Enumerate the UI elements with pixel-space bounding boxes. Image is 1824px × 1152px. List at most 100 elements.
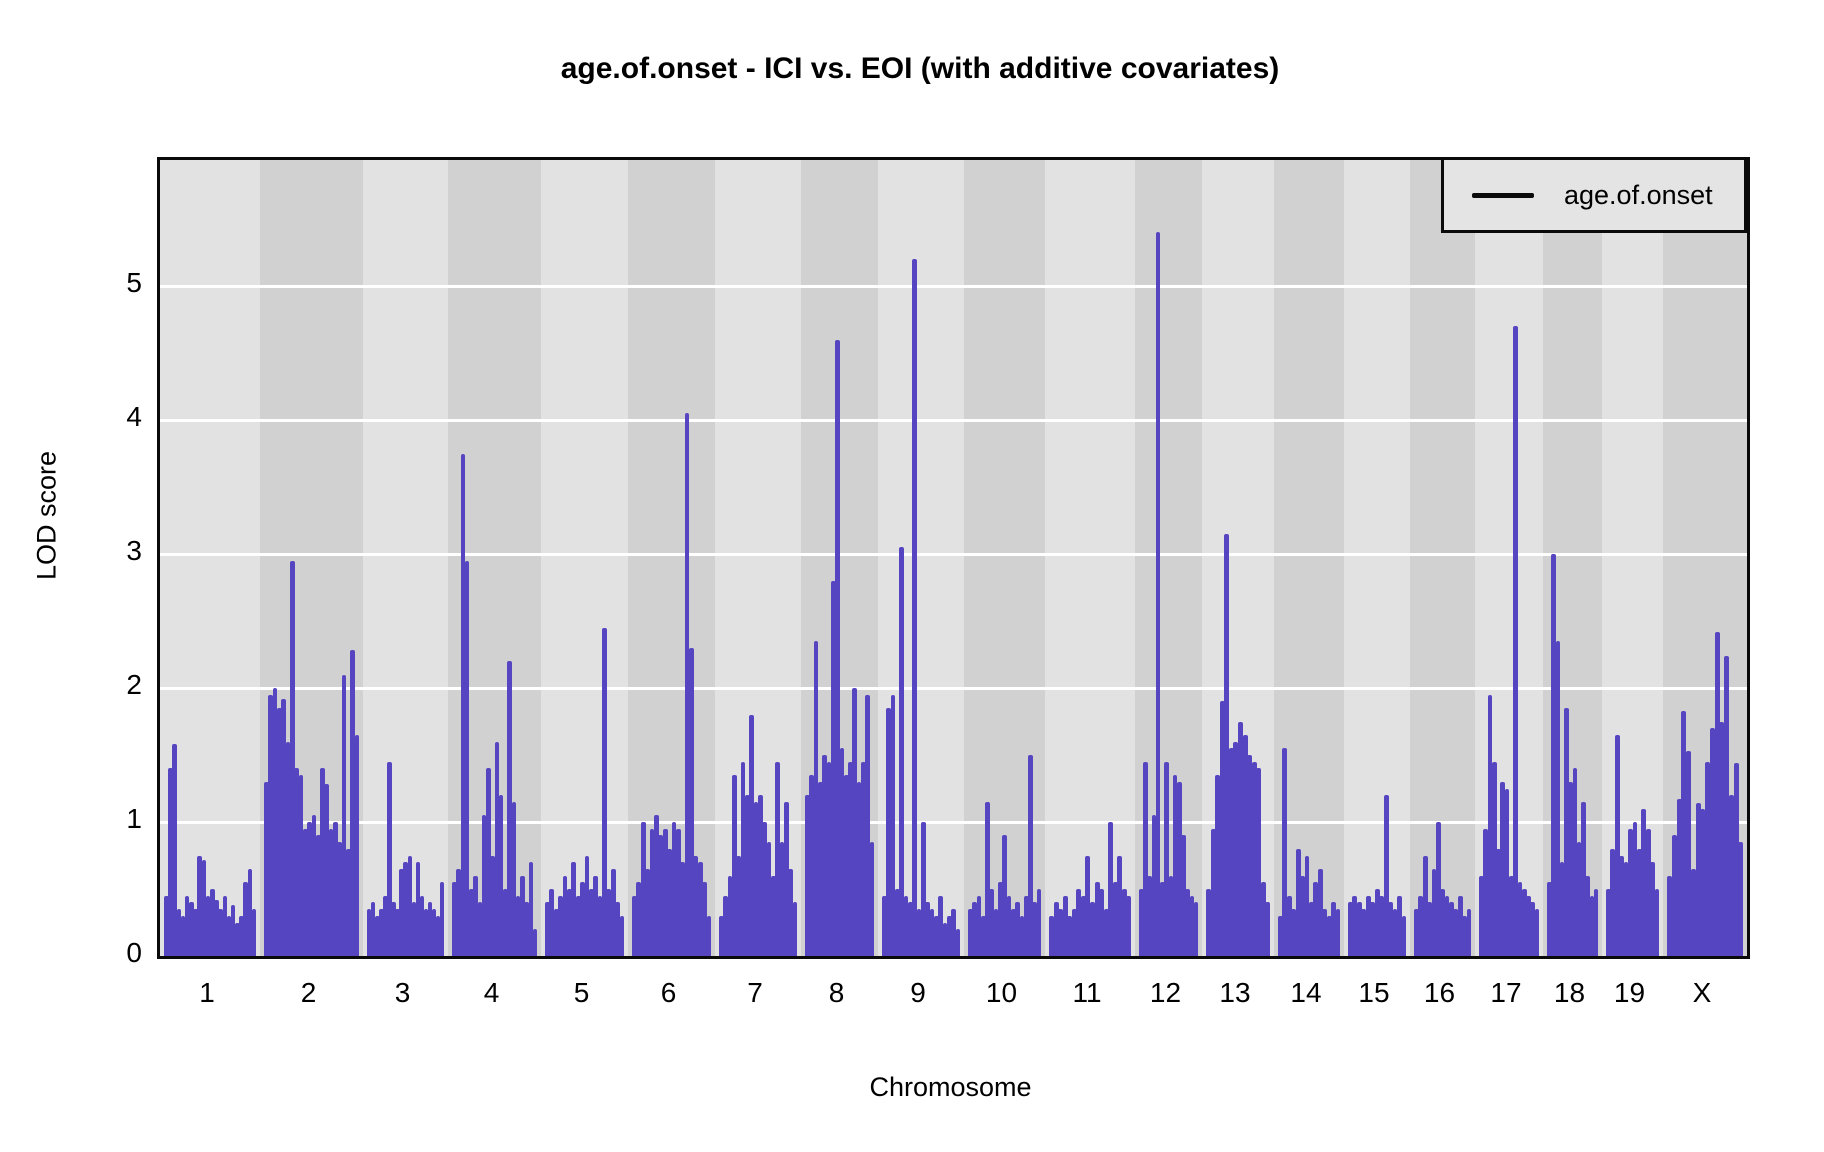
lod-bar bbox=[1112, 882, 1118, 956]
x-tick-label-11: 11 bbox=[1072, 977, 1102, 1008]
lod-bar bbox=[998, 882, 1003, 956]
lod-bar bbox=[588, 889, 594, 956]
lod-bar bbox=[925, 902, 931, 956]
lod-bar bbox=[1015, 902, 1020, 956]
lod-bar bbox=[1418, 895, 1424, 956]
lod-bar bbox=[1504, 788, 1510, 956]
lod-bar bbox=[1690, 868, 1696, 956]
lod-bar bbox=[419, 895, 425, 956]
lod-bar bbox=[337, 842, 343, 956]
lod-bar bbox=[745, 795, 750, 956]
lod-bar bbox=[315, 835, 321, 956]
y-tick-label-1: 1 bbox=[126, 803, 142, 834]
lod-bar bbox=[702, 882, 707, 956]
lod-bar bbox=[929, 909, 935, 956]
plot-area: age.of.onset bbox=[157, 157, 1750, 959]
lod-bar bbox=[1185, 889, 1190, 956]
x-tick-label-14: 14 bbox=[1290, 977, 1322, 1008]
lod-bar bbox=[1062, 895, 1068, 956]
gridline-lod-4 bbox=[160, 418, 1747, 422]
lod-bar bbox=[289, 560, 295, 956]
x-tick-label-18: 18 bbox=[1553, 977, 1586, 1008]
lod-bar bbox=[399, 868, 404, 956]
x-tick-label-1: 1 bbox=[199, 977, 215, 1008]
lod-bar bbox=[736, 855, 742, 956]
lod-bar bbox=[1628, 828, 1633, 956]
lod-bar bbox=[1251, 761, 1257, 956]
lod-bar bbox=[285, 741, 291, 956]
lod-bar bbox=[1572, 768, 1578, 956]
lod-bar bbox=[562, 875, 568, 956]
lod-bar bbox=[1724, 655, 1730, 956]
lod-bar bbox=[328, 828, 334, 956]
lod-bar bbox=[1422, 855, 1428, 956]
lod-bar bbox=[1733, 763, 1739, 956]
lod-bar bbox=[1374, 889, 1380, 956]
lod-bar bbox=[1139, 889, 1144, 956]
lod-bar bbox=[1614, 734, 1620, 956]
lod-bar bbox=[1401, 915, 1407, 956]
lod-bar bbox=[1006, 895, 1012, 956]
lod-bar bbox=[1356, 902, 1362, 956]
lod-bar bbox=[740, 761, 746, 956]
lod-bar bbox=[494, 741, 500, 956]
lod-bar bbox=[1667, 875, 1673, 956]
lod-bar bbox=[1019, 915, 1025, 956]
lod-bar bbox=[848, 761, 853, 956]
lod-bar bbox=[189, 902, 194, 956]
lod-bar bbox=[346, 848, 351, 956]
lod-bar bbox=[566, 889, 572, 956]
lod-bar bbox=[184, 895, 190, 956]
lod-bar bbox=[1032, 902, 1038, 956]
lod-bar bbox=[1071, 909, 1077, 956]
lod-bar bbox=[1067, 915, 1073, 956]
lod-bar bbox=[469, 889, 474, 956]
lod-bar bbox=[1654, 889, 1660, 956]
lod-bar bbox=[1242, 734, 1248, 956]
lod-bar bbox=[1636, 848, 1642, 956]
chromosome-band-5 bbox=[541, 160, 628, 956]
lod-bar bbox=[826, 761, 832, 956]
lod-bar bbox=[727, 875, 733, 956]
lod-bar bbox=[1606, 889, 1611, 956]
lod-bar bbox=[1117, 855, 1123, 956]
legend-label: age.of.onset bbox=[1564, 179, 1713, 210]
lod-bar bbox=[732, 775, 737, 956]
lod-bar bbox=[435, 915, 441, 956]
lod-bar bbox=[938, 895, 944, 956]
x-axis-title: Chromosome bbox=[869, 1072, 1032, 1102]
lod-bar bbox=[636, 882, 642, 956]
lod-bar bbox=[1322, 909, 1328, 956]
y-tick-label-4: 4 bbox=[126, 401, 142, 432]
lod-bar bbox=[391, 902, 396, 956]
lod-bar bbox=[477, 902, 483, 956]
lod-bar bbox=[1164, 761, 1169, 956]
lod-bar bbox=[993, 909, 999, 956]
y-tick-label-3: 3 bbox=[126, 535, 142, 566]
lod-bar bbox=[903, 895, 909, 956]
lod-bar bbox=[775, 761, 781, 956]
lod-bar bbox=[281, 698, 286, 956]
lod-bar bbox=[395, 909, 400, 956]
lod-bar bbox=[511, 801, 517, 956]
lod-bar bbox=[403, 862, 408, 956]
lod-bar bbox=[298, 775, 304, 956]
lod-bar bbox=[662, 828, 668, 956]
lod-bar bbox=[749, 714, 755, 956]
lod-bar bbox=[1176, 781, 1182, 956]
lod-bar bbox=[817, 781, 823, 956]
lod-bar bbox=[481, 815, 487, 956]
lod-bar bbox=[371, 902, 376, 956]
lod-bar bbox=[520, 875, 525, 956]
lod-bar bbox=[268, 694, 274, 956]
lod-bar bbox=[1650, 862, 1655, 956]
lod-bar bbox=[822, 755, 827, 956]
lod-bar bbox=[1361, 909, 1367, 956]
lod-bar bbox=[324, 784, 330, 956]
lod-bar bbox=[311, 815, 317, 956]
chromosome-band-15 bbox=[1344, 160, 1410, 956]
chart-title: age.of.onset - ICI vs. EOI (with additiv… bbox=[560, 52, 1280, 85]
lod-bar bbox=[895, 889, 900, 956]
lod-bar bbox=[294, 768, 299, 956]
lod-bar bbox=[1278, 915, 1283, 956]
